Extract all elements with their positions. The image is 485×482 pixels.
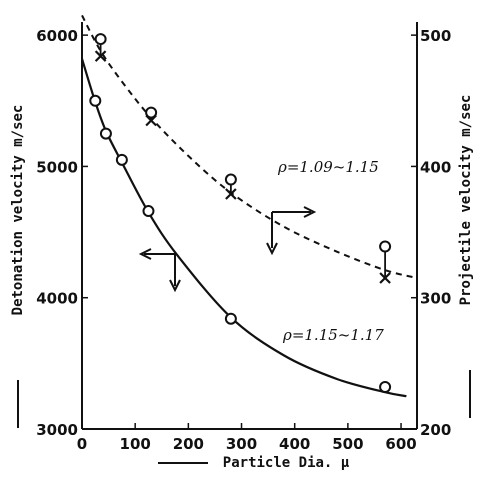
- detonation-point: [226, 314, 236, 324]
- arrow-left-down-icon: [141, 249, 180, 290]
- series-annotation-solid: ρ=1.15~1.17: [282, 326, 384, 344]
- y2-tick-label: 200: [420, 421, 451, 439]
- detonation-point: [117, 155, 127, 165]
- y-axis-label-left: Detonation velocity m/sec: [10, 105, 26, 316]
- x-tick-label: 100: [120, 435, 151, 453]
- projectile-circle-point: [96, 34, 106, 44]
- y2-tick-label: 300: [420, 290, 451, 308]
- x-axis-label: Particle Dia. μ: [223, 455, 350, 471]
- projectile-circle-point: [380, 242, 390, 252]
- x-tick-label: 600: [385, 435, 416, 453]
- x-tick-label: 400: [279, 435, 310, 453]
- detonation-point: [101, 129, 111, 139]
- x-tick-label: 200: [173, 435, 204, 453]
- arrow-right-down-icon: [267, 207, 314, 253]
- projectile-circle-point: [226, 175, 236, 185]
- series-annotation-dashed: ρ=1.09~1.15: [277, 158, 379, 176]
- detonation-point: [143, 206, 153, 216]
- y-tick-label: 6000: [36, 27, 78, 45]
- y2-tick-label: 500: [420, 27, 451, 45]
- y-tick-label: 4000: [36, 290, 78, 308]
- solid-fit-curve: [82, 59, 406, 396]
- arrows: [141, 207, 314, 290]
- x-tick-label: 500: [332, 435, 363, 453]
- y-tick-label: 3000: [36, 421, 78, 439]
- y-tick-label: 5000: [36, 158, 78, 176]
- x-tick-label: 300: [226, 435, 257, 453]
- axes: [82, 22, 417, 429]
- y-axis-label-right: Projectile velocity m/sec: [458, 95, 474, 306]
- dashed-fit-curve: [82, 15, 417, 278]
- detonation-point: [90, 96, 100, 106]
- annotations: ρ=1.09~1.15 ρ=1.15~1.17: [277, 158, 384, 344]
- y2-tick-label: 400: [420, 158, 451, 176]
- x-tick-label: 0: [77, 435, 87, 453]
- axis-labels: Particle Dia. μ Detonation velocity m/sec…: [10, 95, 474, 471]
- detonation-point: [380, 382, 390, 392]
